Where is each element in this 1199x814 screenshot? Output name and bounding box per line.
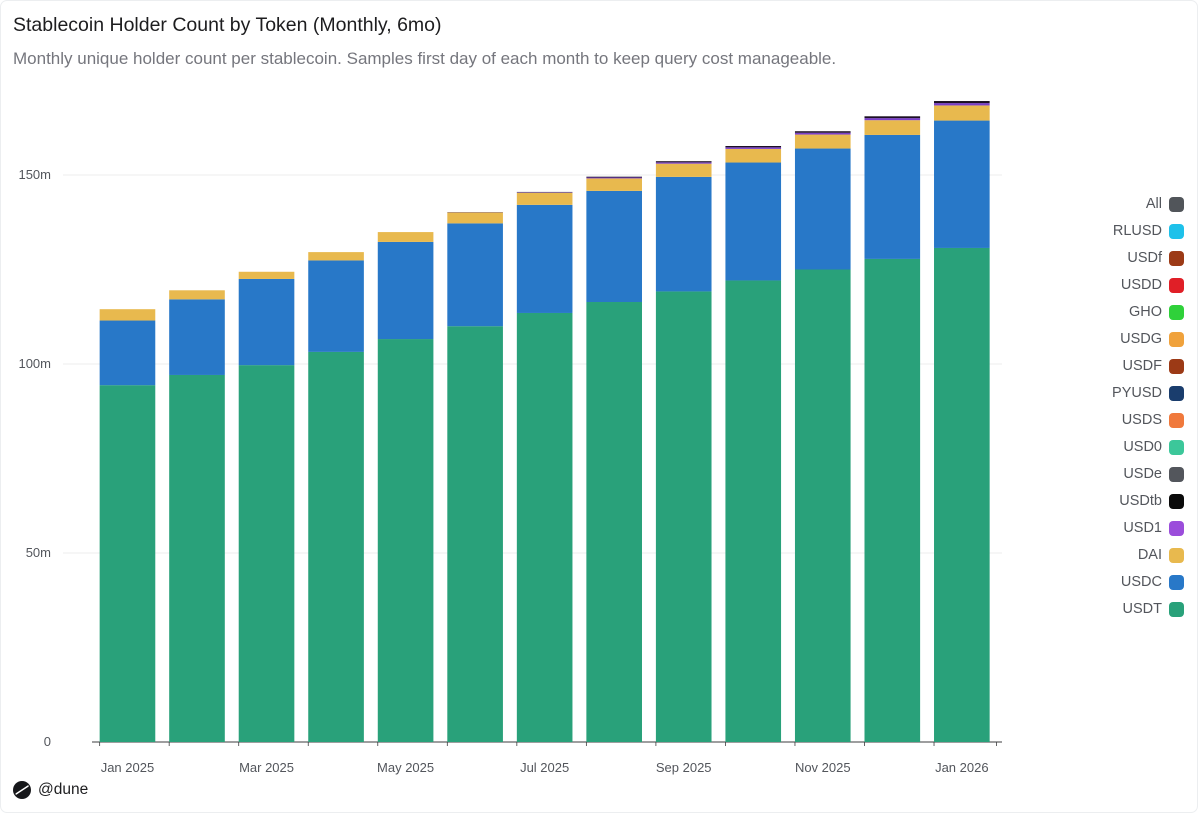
svg-text:Nov 2025: Nov 2025 [795, 760, 851, 775]
svg-text:Jul 2025: Jul 2025 [520, 760, 569, 775]
svg-text:50m: 50m [26, 545, 51, 560]
svg-text:May 2025: May 2025 [377, 760, 434, 775]
svg-text:100m: 100m [18, 356, 51, 371]
svg-text:Sep 2025: Sep 2025 [656, 760, 712, 775]
svg-text:Jan 2025: Jan 2025 [101, 760, 155, 775]
svg-text:0: 0 [44, 734, 51, 749]
svg-text:Mar 2025: Mar 2025 [239, 760, 294, 775]
svg-text:Jan 2026: Jan 2026 [935, 760, 989, 775]
svg-text:150m: 150m [18, 167, 51, 182]
